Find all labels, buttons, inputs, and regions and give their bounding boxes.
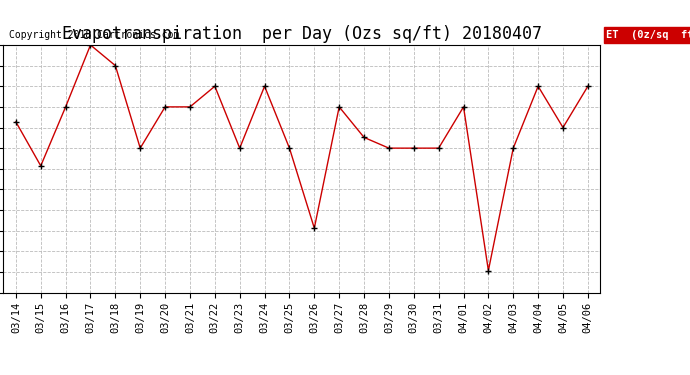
Text: ET  (0z/sq  ft): ET (0z/sq ft): [607, 30, 690, 40]
Title: Evapotranspiration  per Day (Ozs sq/ft) 20180407: Evapotranspiration per Day (Ozs sq/ft) 2…: [62, 26, 542, 44]
Text: Copyright 2018 Cartronics.com: Copyright 2018 Cartronics.com: [10, 30, 180, 40]
